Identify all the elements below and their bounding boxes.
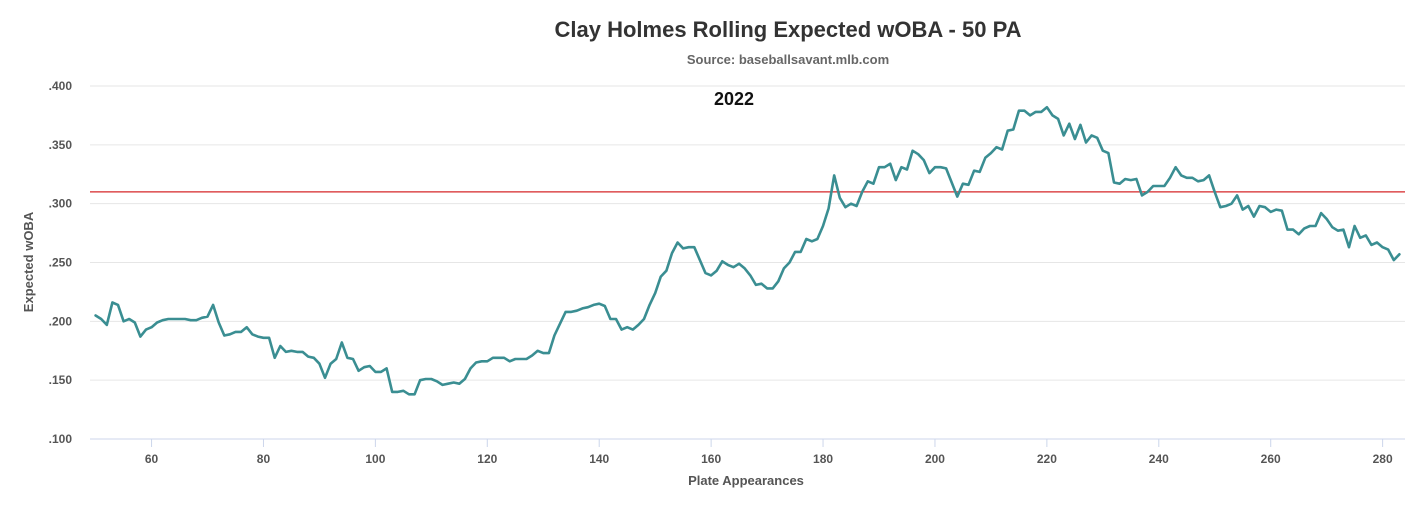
x-tick-label: 240 bbox=[1149, 452, 1169, 466]
y-tick-label: .250 bbox=[49, 256, 73, 270]
series-line bbox=[94, 105, 1401, 396]
x-tick-label: 100 bbox=[365, 452, 385, 466]
y-axis-title: Expected wOBA bbox=[21, 211, 36, 312]
x-tick-label: 220 bbox=[1037, 452, 1057, 466]
axis-layer: .100 .150 .200 .250 .300 .350 .400 60 80 100 120 14… bbox=[49, 79, 1405, 466]
chart-title: Clay Holmes Rolling Expected wOBA - 50 P… bbox=[555, 17, 1022, 42]
x-tick-label: 200 bbox=[925, 452, 945, 466]
x-tick-label: 80 bbox=[257, 452, 271, 466]
y-tick-label: .150 bbox=[49, 373, 73, 387]
y-tick-label: .200 bbox=[49, 314, 73, 328]
year-annotation: 2022 bbox=[714, 89, 754, 109]
series-layer bbox=[94, 105, 1401, 396]
x-axis-title: Plate Appearances bbox=[688, 473, 804, 488]
chart-subtitle: Source: baseballsavant.mlb.com bbox=[687, 52, 889, 67]
x-tick-label: 180 bbox=[813, 452, 833, 466]
gridlines bbox=[90, 85, 1405, 381]
x-tick-label: 60 bbox=[145, 452, 159, 466]
y-tick-label: .300 bbox=[49, 197, 73, 211]
x-tick-label: 280 bbox=[1373, 452, 1393, 466]
y-tick-label: .400 bbox=[49, 79, 73, 93]
x-tick-label: 120 bbox=[477, 452, 497, 466]
x-tick-label: 140 bbox=[589, 452, 609, 466]
y-tick-label: .100 bbox=[49, 432, 73, 446]
x-tick-label: 160 bbox=[701, 452, 721, 466]
y-tick-label: .350 bbox=[49, 138, 73, 152]
x-tick-label: 260 bbox=[1261, 452, 1281, 466]
